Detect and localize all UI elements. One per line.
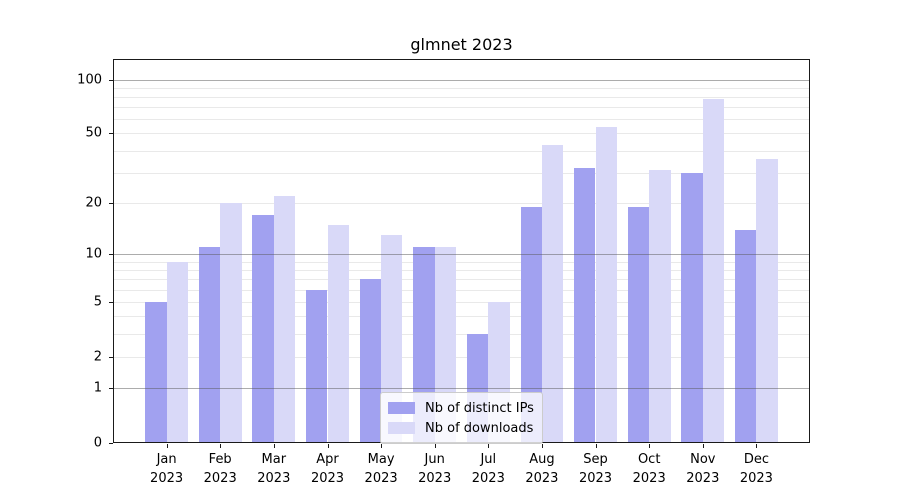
bar-distinct-ips-dec	[734, 229, 757, 443]
y-tick-label: 2	[93, 349, 102, 364]
y-tick-label: 100	[77, 72, 102, 87]
chart-title: glmnet 2023	[410, 35, 513, 54]
legend-item-distinct-ips: Nb of distinct IPs	[388, 398, 535, 418]
gridline-minor	[113, 269, 810, 271]
gridline-minor	[113, 203, 810, 205]
y-tick	[109, 79, 113, 81]
x-tick-label: Mar 2023	[257, 452, 291, 486]
x-tick-label: Jul 2023	[471, 452, 505, 486]
bar-downloads-dec	[756, 158, 778, 443]
bar-downloads-nov	[702, 98, 725, 443]
legend-label-distinct-ips: Nb of distinct IPs	[425, 400, 534, 416]
bar-distinct-ips-may	[359, 279, 381, 443]
x-tick-label: May 2023	[364, 452, 398, 486]
y-tick-label: 20	[85, 195, 102, 211]
x-tick-label: Jan 2023	[150, 452, 184, 486]
bar-distinct-ips-mar	[252, 215, 274, 443]
bar-downloads-aug	[541, 144, 564, 443]
bar-downloads-feb	[220, 203, 242, 443]
bar-downloads-mar	[273, 196, 296, 443]
gridline-minor	[113, 119, 810, 121]
y-tick-label: 1	[93, 380, 102, 396]
y-tick-label: 50	[85, 125, 102, 141]
gridline-minor	[113, 279, 810, 281]
bar-downloads-sep	[595, 127, 617, 443]
y-tick-label: 10	[85, 246, 102, 262]
y-tick	[109, 133, 113, 135]
legend-swatch-downloads	[388, 422, 415, 434]
bar-distinct-ips-aug	[520, 207, 542, 443]
gridline-minor	[113, 261, 810, 263]
gridline-major	[113, 79, 810, 81]
gridline-minor	[113, 87, 810, 89]
bar-downloads-apr	[327, 224, 349, 443]
x-tick	[166, 443, 168, 448]
bar-downloads-may	[381, 235, 403, 443]
gridline-major	[113, 388, 810, 390]
x-tick-label: Jun 2023	[418, 452, 452, 486]
bar-downloads-jan	[166, 261, 188, 443]
x-tick	[488, 443, 490, 448]
gridline-minor	[113, 133, 810, 135]
x-tick	[434, 443, 436, 448]
x-tick-label: Dec 2023	[739, 452, 773, 486]
y-tick	[109, 388, 113, 390]
y-tick	[109, 301, 113, 303]
bar-distinct-ips-oct	[627, 207, 650, 443]
x-tick-label: Sep 2023	[578, 452, 613, 486]
bar-distinct-ips-feb	[198, 247, 221, 443]
x-tick	[381, 443, 383, 448]
bar-distinct-ips-nov	[681, 172, 703, 443]
y-tick	[109, 203, 113, 205]
bar-distinct-ips-apr	[306, 289, 328, 443]
gridline-minor	[113, 107, 810, 109]
gridline-minor	[113, 96, 810, 98]
y-tick-label: 5	[93, 294, 102, 310]
x-tick	[541, 443, 543, 448]
x-tick-label: Aug 2023	[525, 452, 559, 486]
x-tick	[273, 443, 275, 448]
y-tick-label: 0	[93, 435, 102, 451]
bar-distinct-ips-sep	[574, 167, 596, 443]
gridline-minor	[113, 150, 810, 152]
x-tick	[649, 443, 651, 448]
x-tick	[756, 443, 758, 448]
y-tick	[109, 356, 113, 358]
gridline-major	[113, 254, 810, 256]
gridline-minor	[113, 301, 810, 303]
plot-frame	[113, 59, 810, 443]
bar-distinct-ips-jan	[145, 301, 167, 443]
x-tick	[327, 443, 329, 448]
x-tick-label: Oct 2023	[632, 452, 666, 486]
y-tick	[109, 254, 113, 256]
x-tick-label: Apr 2023	[310, 452, 345, 486]
legend-label-downloads: Nb of downloads	[425, 420, 534, 436]
legend: Nb of distinct IPs Nb of downloads	[380, 392, 543, 444]
gridline-minor	[113, 172, 810, 174]
x-tick-label: Feb 2023	[203, 452, 237, 486]
gridline-minor	[113, 316, 810, 318]
x-tick-label: Nov 2023	[686, 452, 720, 486]
gridline-minor	[113, 356, 810, 358]
x-tick	[220, 443, 222, 448]
bar-downloads-oct	[649, 170, 671, 443]
legend-swatch-distinct-ips	[388, 402, 415, 414]
x-tick	[595, 443, 597, 448]
x-tick	[702, 443, 704, 448]
y-tick	[109, 443, 113, 444]
gridline-minor	[113, 333, 810, 335]
legend-item-downloads: Nb of downloads	[388, 418, 535, 438]
gridline-minor	[113, 289, 810, 291]
